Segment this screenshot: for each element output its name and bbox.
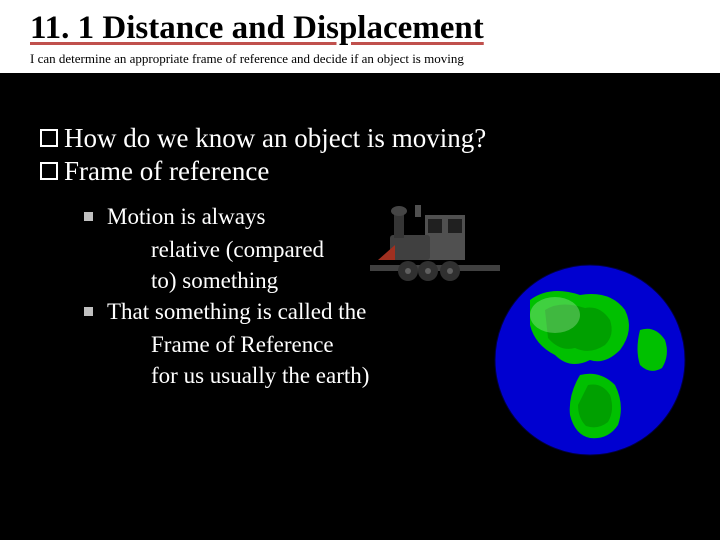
train-image — [370, 195, 500, 295]
globe-image — [490, 260, 690, 460]
square-marker-icon — [84, 212, 93, 221]
bullet-item: How do we know an object is moving? — [40, 123, 680, 154]
square-marker-icon — [84, 307, 93, 316]
bullet-item: Frame of reference — [40, 156, 680, 187]
checkbox-icon — [40, 129, 58, 147]
checkbox-icon — [40, 162, 58, 180]
sub-text: That something is called the — [107, 296, 366, 327]
slide-subtitle: I can determine an appropriate frame of … — [30, 51, 690, 67]
slide-title: 11. 1 Distance and Displacement — [30, 10, 690, 47]
sub-text: Motion is always — [107, 201, 265, 232]
header: 11. 1 Distance and Displacement I can de… — [0, 0, 720, 73]
bullet-text: How do we know an object is moving? — [64, 123, 486, 154]
bullet-text: Frame of reference — [64, 156, 269, 187]
